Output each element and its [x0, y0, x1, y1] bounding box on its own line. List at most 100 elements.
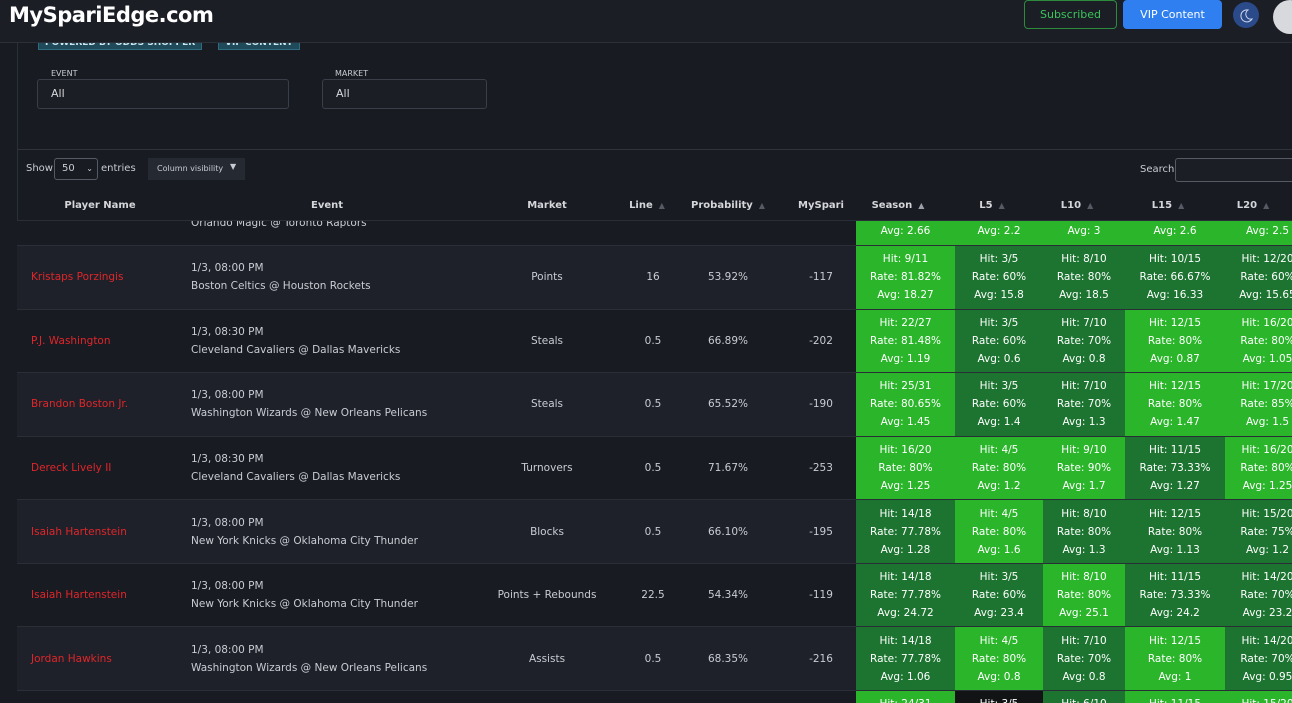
header-text: L20: [1236, 199, 1258, 211]
player-name[interactable]: Kristaps Porzingis: [31, 271, 124, 284]
myspari: -216: [809, 652, 833, 665]
myspari-cell: -190: [790, 373, 852, 436]
stat-line: Hit: 22/27: [879, 316, 932, 329]
player-name[interactable]: Isaiah Hartenstein: [31, 525, 127, 538]
column-header[interactable]: L10 ▲: [1017, 190, 1137, 220]
column-header[interactable]: Probability ▲: [668, 190, 788, 220]
stat-cell: Hit: 3/5 Rate: 60% Avg: 15.8: [955, 246, 1043, 309]
probability-cell: 66.89%: [683, 310, 773, 373]
stat-line: Avg: 1.5: [1245, 416, 1290, 429]
nav-bar: MySpariEdge.com Subscribed VIP Content: [0, 0, 1292, 43]
button-label: Column visibility: [157, 164, 224, 173]
event-select[interactable]: All: [37, 79, 289, 109]
column-header[interactable]: L5 ▲: [932, 190, 1052, 220]
stat-cell: Avg: 3: [1043, 221, 1125, 245]
stat-cell: Hit: 3/5 Rate: 60% Avg: 1.4: [955, 373, 1043, 436]
stat-line: Avg: 0.8: [1062, 352, 1106, 365]
stat-line: Rate: 80%: [1056, 589, 1112, 602]
column-header[interactable]: L15 ▲: [1108, 190, 1228, 220]
stat-cell: Avg: 2.6: [1125, 221, 1225, 245]
stat-cell: Hit: 14/18 Rate: 77.78% Avg: 1.06: [856, 627, 955, 690]
stat-cell: Hit: 10/15 Rate: 66.67% Avg: 16.33: [1125, 246, 1225, 309]
stat-line: Hit: 12/15: [1148, 634, 1202, 647]
stat-cell: Hit: 16/20 Rate: 80% Avg: 1.25: [856, 436, 955, 500]
stat-line: Hit: 12/15: [1148, 316, 1202, 329]
column-header[interactable]: MySpari: [761, 190, 881, 220]
line: 0.5: [644, 652, 662, 665]
logo[interactable]: MySpariEdge.com: [9, 3, 214, 27]
market-cell: Points + Rebounds: [480, 564, 614, 627]
stat-line: Avg: 1.05: [1242, 352, 1292, 365]
stat-line: Hit: 8/10: [1061, 253, 1107, 266]
player-name[interactable]: Jordan Hawkins: [31, 652, 112, 665]
theme-toggle[interactable]: [1233, 2, 1259, 28]
stat-line: Hit: 14/18: [879, 634, 932, 647]
stat-cell: Hit: 12/15 Rate: 80% Avg: 0.87: [1125, 309, 1225, 373]
event-name: New York Knicks @ Oklahoma City Thunder: [191, 534, 418, 547]
column-header[interactable]: Player Name: [40, 190, 160, 220]
event-cell: 1/3, 08:30 PM Cleveland Cavaliers @ Dalla…: [183, 310, 443, 373]
subscribed-button[interactable]: Subscribed: [1024, 0, 1117, 29]
table-row: Orlando Magic @ Toronto Raptors Avg: 2.66…: [17, 220, 1292, 245]
entries-select[interactable]: 50 ⌄: [54, 158, 98, 180]
stat-cell: Hit: 12/15 Rate: 80% Avg: 1.13: [1125, 500, 1225, 563]
event-date: 1/3, 08:00 PM: [191, 516, 264, 529]
event-name: Boston Celtics @ Houston Rockets: [191, 280, 371, 293]
event-cell: 1/3, 08:30 PM Cleveland Cavaliers @ Dalla…: [183, 437, 443, 500]
sort-arrow: ▲: [918, 200, 925, 210]
search-label: Search:: [1140, 164, 1178, 175]
stat-line: Hit: 4/5: [979, 507, 1019, 520]
column-header[interactable]: Line ▲: [587, 190, 707, 220]
market: Steals: [530, 334, 564, 347]
stat-cell: Hit: 7/10 Rate: 70% Avg: 1.3: [1043, 373, 1125, 436]
probability-cell: 68.35%: [683, 627, 773, 690]
vip-button[interactable]: VIP Content: [1123, 0, 1222, 29]
stat-line: Hit: 11/15: [1148, 443, 1202, 456]
market-cell: Assists: [480, 627, 614, 690]
stat-cell: Hit: 11/15 Rate: 73.33% Avg: 24.2: [1125, 563, 1225, 627]
market-select[interactable]: All: [322, 79, 487, 109]
line: 0.5: [644, 398, 662, 411]
table-row: Dereck Lively II 1/3, 08:30 PM Cleveland C…: [17, 435, 1292, 500]
probability-cell: 54.34%: [683, 564, 773, 627]
avatar[interactable]: [1273, 0, 1292, 34]
stat-line: Hit: 12/15: [1148, 507, 1202, 520]
event-cell: Orlando Magic @ Toronto Raptors: [183, 221, 443, 245]
player-name[interactable]: Isaiah Hartenstein: [31, 589, 127, 602]
myspari: -202: [809, 334, 833, 347]
header-text: Line: [629, 199, 653, 211]
stat-line: Avg: 1.45: [880, 416, 931, 429]
stat-line: Avg: 0.95: [1242, 670, 1292, 683]
myspari: -190: [809, 398, 833, 411]
search-input[interactable]: [1175, 158, 1292, 182]
sort-arrow: ▲: [1087, 200, 1094, 210]
column-header[interactable]: Market: [487, 190, 607, 220]
stat-line: Avg: 18.27: [877, 289, 934, 302]
player-name[interactable]: Dereck Lively II: [31, 461, 112, 474]
column-header[interactable]: Season ▲: [838, 190, 958, 220]
stat-line: Avg: 16.33: [1146, 289, 1204, 302]
stat-line: Avg: 2.2: [977, 225, 1021, 237]
stat-line: Hit: 14/20: [1241, 634, 1292, 647]
player-name[interactable]: P.J. Washington: [31, 334, 111, 347]
player-name[interactable]: Brandon Boston Jr.: [31, 398, 129, 411]
stat-line: Rate: 81.82%: [870, 271, 941, 284]
stat-line: Avg: 0.6: [977, 352, 1021, 365]
column-visibility-button[interactable]: Column visibility ▼: [148, 158, 245, 180]
column-header[interactable]: Event: [267, 190, 387, 220]
market-cell: Steals: [480, 310, 614, 373]
probability-cell: 71.67%: [683, 437, 773, 500]
stat-line: Rate: 81.48%: [870, 334, 941, 347]
event-name: Washington Wizards @ New Orleans Pelican…: [191, 407, 428, 420]
stat-line: Hit: 24/31: [879, 695, 931, 703]
stat-line: Avg: 1.06: [880, 670, 931, 683]
stat-cell: Hit: 11/15: [1125, 690, 1225, 703]
probability: 68.35%: [707, 652, 749, 665]
stat-cell: Hit: 15/20: [1225, 690, 1292, 703]
event-date: 1/3, 08:00 PM: [191, 580, 264, 593]
column-header[interactable]: L20 ▲: [1193, 190, 1292, 220]
sort-arrow: ▲: [658, 200, 665, 210]
stat-line: Avg: 23.2: [1242, 607, 1292, 620]
myspari-cell: -216: [790, 627, 852, 690]
line-cell: 0.5: [623, 310, 683, 373]
